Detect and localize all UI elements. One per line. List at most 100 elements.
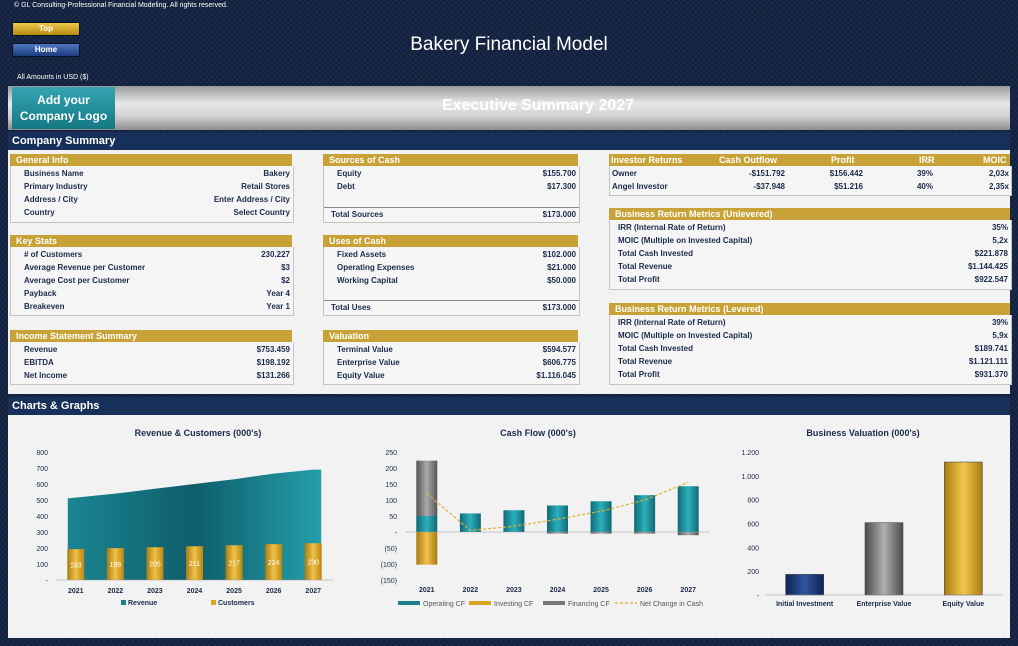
table-row: Fixed Assets $102.000 bbox=[324, 248, 579, 261]
table-row: Breakeven Year 1 bbox=[11, 300, 293, 313]
row-label: Net Income bbox=[24, 371, 68, 380]
x-tick-label: Enterprise Value bbox=[857, 601, 912, 608]
row-label: Total Cash Invested bbox=[618, 249, 693, 258]
unlevered-metrics-header: Business Return Metrics (Unlevered) bbox=[609, 208, 1010, 220]
table-row: MOIC (Multiple on Invested Capital) 5,2x bbox=[610, 234, 1011, 247]
x-tick-label: 2025 bbox=[226, 588, 242, 595]
table-row: Total Profit $931.370 bbox=[610, 368, 1011, 381]
table-row: Business Name Bakery bbox=[11, 167, 293, 180]
investing-cf-bar bbox=[416, 532, 438, 565]
row-label: Total Revenue bbox=[618, 357, 673, 366]
row-value: $131.266 bbox=[256, 371, 290, 380]
home-button[interactable]: Home bbox=[12, 43, 80, 57]
legend-label-customers: Customers bbox=[218, 600, 255, 607]
customers-bar bbox=[265, 544, 283, 580]
x-tick-label: 2021 bbox=[419, 587, 435, 594]
top-button[interactable]: Top bbox=[12, 22, 80, 36]
investor-returns-header: Investor Returns Cash Outflow Profit IRR… bbox=[609, 154, 1010, 166]
legend-swatch-customers bbox=[211, 600, 216, 605]
y-tick-label: - bbox=[46, 578, 49, 585]
cell-moic: 2,03x bbox=[988, 169, 1009, 178]
x-tick-label: 2021 bbox=[68, 588, 84, 595]
row-label: Equity bbox=[337, 169, 362, 178]
row-label: IRR (Internal Rate of Return) bbox=[618, 318, 726, 327]
row-value: $1.116.045 bbox=[536, 371, 576, 380]
legend-label: Net Change in Cash bbox=[640, 601, 703, 608]
col-header-cash-outflow: Cash Outflow bbox=[719, 155, 777, 165]
row-value: 39% bbox=[991, 318, 1008, 327]
y-tick-label: 600 bbox=[36, 482, 48, 489]
row-label: Terminal Value bbox=[337, 345, 393, 354]
col-header-profit: Profit bbox=[831, 155, 855, 165]
customers-bar bbox=[225, 545, 243, 580]
row-label: IRR (Internal Rate of Return) bbox=[618, 223, 726, 232]
investor-returns-table: Owner -$151.792 $156.442 39% 2,03x Angel… bbox=[609, 166, 1012, 196]
total-row: Total Sources $173.000 bbox=[324, 207, 579, 221]
row-value: 5,2x bbox=[992, 236, 1008, 245]
company-summary-panel: General Info Business Name Bakery Primary… bbox=[8, 150, 1012, 394]
company-logo-placeholder[interactable]: Add your Company Logo bbox=[12, 87, 115, 129]
row-label: # of Customers bbox=[24, 250, 83, 259]
row-label: Average Revenue per Customer bbox=[24, 263, 146, 272]
cash-flow-chart: 250 200 150 100 50 - (50) (100) (150) 2021 2022 202… bbox=[381, 450, 710, 608]
x-tick-label: 2026 bbox=[637, 587, 653, 594]
customers-bar bbox=[304, 543, 322, 580]
table-row: Equity $155.700 bbox=[324, 167, 579, 180]
cell-irr: 40% bbox=[916, 182, 933, 191]
general-info-header: General Info bbox=[10, 154, 292, 166]
row-value: Bakery bbox=[263, 169, 290, 178]
row-value: $2 bbox=[281, 276, 290, 285]
key-stats-table: # of Customers 230.227 Average Revenue pe… bbox=[10, 247, 294, 316]
sources-of-cash-table: Equity $155.700 Debt $17.300 Total Sources… bbox=[323, 166, 580, 223]
chart-title-revenue: Revenue & Customers (000's) bbox=[134, 428, 262, 438]
x-tick-label: 2023 bbox=[506, 587, 522, 594]
table-row: Average Cost per Customer $2 bbox=[11, 274, 293, 287]
table-row: IRR (Internal Rate of Return) 35% bbox=[610, 221, 1011, 234]
row-label: Address / City bbox=[24, 195, 78, 204]
row-value: Enter Address / City bbox=[213, 195, 290, 204]
table-row: Equity Value $1.116.045 bbox=[324, 369, 579, 382]
customers-bar bbox=[186, 546, 203, 580]
row-label: Total Revenue bbox=[618, 262, 673, 271]
table-row: IRR (Internal Rate of Return) 39% bbox=[610, 316, 1011, 329]
table-row: Average Revenue per Customer $3 bbox=[11, 261, 293, 274]
valuation-header: Valuation bbox=[323, 330, 578, 342]
row-label: Business Name bbox=[24, 169, 84, 178]
valuation-bar bbox=[785, 574, 824, 596]
charts-panel: Revenue & Customers (000's) Cash Flow (0… bbox=[8, 415, 1010, 638]
cell-profit: $51.216 bbox=[834, 182, 863, 191]
row-label: Working Capital bbox=[337, 276, 398, 285]
y-tick-label: 1.200 bbox=[741, 450, 759, 457]
row-label: Enterprise Value bbox=[337, 358, 400, 367]
row-label: Country bbox=[24, 208, 55, 217]
table-row: Total Profit $922.547 bbox=[610, 273, 1011, 286]
row-value: $173.000 bbox=[542, 303, 576, 312]
income-statement-table: Revenue $753.459 EBITDA $198.192 Net Incom… bbox=[10, 342, 294, 385]
row-label: MOIC (Multiple on Invested Capital) bbox=[618, 236, 753, 245]
row-value: $21.000 bbox=[547, 263, 576, 272]
table-row: Total Cash Invested $221.878 bbox=[610, 247, 1011, 260]
table-row: Debt $17.300 bbox=[324, 180, 579, 193]
business-valuation-chart: 1.200 1.000 800 600 400 200 - Initial Investmen… bbox=[741, 450, 1003, 608]
table-row: Operating Expenses $21.000 bbox=[324, 261, 579, 274]
row-value: $155.700 bbox=[542, 169, 576, 178]
net-change-line bbox=[426, 481, 689, 532]
table-row: Payback Year 4 bbox=[11, 287, 293, 300]
customers-bar bbox=[146, 547, 164, 580]
x-tick-label: 2023 bbox=[147, 588, 163, 595]
sources-of-cash-header: Sources of Cash bbox=[323, 154, 578, 166]
table-row: Net Income $131.266 bbox=[11, 369, 293, 382]
y-tick-label: 300 bbox=[36, 530, 48, 537]
row-value: 230.227 bbox=[261, 250, 290, 259]
legend-swatch bbox=[469, 601, 491, 605]
legend-label-revenue: Revenue bbox=[128, 600, 157, 607]
row-value: $173.000 bbox=[542, 210, 576, 219]
cell-irr: 39% bbox=[916, 169, 933, 178]
table-row: Country Select Country bbox=[11, 206, 293, 219]
table-row: Total Cash Invested $189.741 bbox=[610, 342, 1011, 355]
cell-profit: $156.442 bbox=[829, 169, 863, 178]
table-row: Primary Industry Retail Stores bbox=[11, 180, 293, 193]
logo-line-2: Company Logo bbox=[19, 109, 108, 123]
y-tick-label: 1.000 bbox=[741, 474, 759, 481]
y-tick-label: 50 bbox=[389, 514, 397, 521]
